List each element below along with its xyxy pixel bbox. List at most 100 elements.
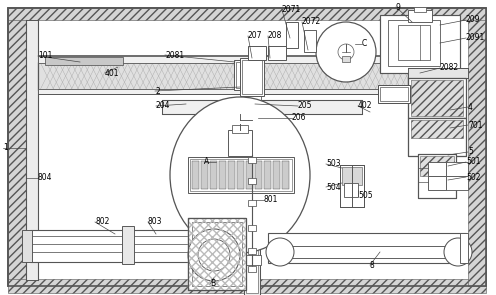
Bar — [388, 20, 440, 66]
Text: 801: 801 — [264, 196, 278, 204]
Bar — [344, 183, 358, 197]
Bar — [428, 176, 446, 190]
Bar — [468, 8, 486, 286]
Bar — [273, 161, 280, 189]
Bar — [244, 95, 260, 295]
Bar — [38, 62, 408, 90]
Bar — [446, 176, 468, 190]
Bar — [248, 157, 256, 163]
Bar — [38, 56, 408, 63]
Bar — [241, 145, 261, 155]
Bar — [342, 167, 362, 185]
Bar — [241, 175, 261, 185]
Text: 2072: 2072 — [302, 17, 321, 27]
Text: 1: 1 — [3, 143, 8, 153]
Bar — [340, 165, 364, 207]
Bar — [8, 8, 486, 20]
Bar — [408, 118, 466, 156]
Circle shape — [198, 239, 230, 271]
Text: 205: 205 — [298, 101, 312, 111]
Bar — [380, 15, 460, 73]
Bar — [38, 89, 408, 94]
Text: 701: 701 — [468, 120, 483, 130]
Bar — [282, 161, 289, 189]
Circle shape — [316, 22, 376, 82]
Text: 402: 402 — [358, 101, 372, 111]
Text: 8: 8 — [370, 260, 375, 270]
Bar — [420, 156, 454, 176]
Text: 501: 501 — [466, 158, 481, 166]
Text: 207: 207 — [248, 32, 262, 40]
Bar — [30, 230, 212, 262]
Text: 504: 504 — [326, 183, 341, 191]
Bar — [408, 78, 466, 118]
Bar — [342, 56, 350, 62]
Text: 4: 4 — [468, 102, 473, 112]
Bar — [188, 218, 246, 290]
Bar — [26, 20, 38, 280]
Bar — [248, 266, 256, 272]
Bar — [188, 157, 294, 193]
Bar — [264, 161, 271, 189]
Text: 2081: 2081 — [165, 50, 184, 60]
Bar — [228, 130, 252, 156]
Text: 802: 802 — [95, 217, 110, 227]
Text: B: B — [210, 279, 215, 289]
Bar — [190, 159, 292, 191]
Bar — [460, 233, 468, 263]
Bar — [8, 8, 26, 286]
Bar — [398, 25, 430, 60]
Bar — [408, 118, 466, 156]
Text: 505: 505 — [358, 191, 372, 201]
Text: 2091: 2091 — [466, 34, 485, 42]
Bar — [38, 62, 408, 90]
Bar — [241, 95, 261, 105]
Bar — [268, 233, 466, 263]
Bar — [286, 22, 298, 48]
Bar — [248, 248, 256, 254]
Bar — [268, 46, 286, 60]
Bar — [241, 225, 261, 235]
Bar — [241, 120, 261, 130]
Text: 502: 502 — [466, 173, 481, 181]
Bar — [234, 60, 260, 90]
Text: 2071: 2071 — [282, 6, 301, 14]
Text: 804: 804 — [38, 173, 53, 183]
Text: 208: 208 — [268, 32, 282, 40]
Bar — [255, 161, 262, 189]
Bar — [241, 200, 261, 210]
Bar — [219, 161, 226, 189]
Text: 401: 401 — [105, 68, 120, 78]
Text: 101: 101 — [38, 52, 53, 60]
Bar — [408, 78, 466, 118]
Ellipse shape — [170, 97, 310, 253]
Text: 206: 206 — [292, 114, 307, 122]
Bar — [240, 58, 264, 96]
Bar — [378, 85, 410, 103]
Bar — [246, 161, 253, 189]
Bar — [411, 120, 463, 138]
Text: 9: 9 — [396, 2, 401, 12]
Bar — [248, 200, 256, 206]
Text: 5: 5 — [468, 148, 473, 157]
Bar — [192, 161, 199, 189]
Bar — [201, 161, 208, 189]
Bar — [22, 230, 32, 262]
Bar — [210, 161, 217, 189]
Circle shape — [266, 238, 294, 266]
Bar — [411, 80, 463, 116]
Text: 503: 503 — [326, 160, 341, 168]
Bar — [340, 165, 364, 207]
Bar — [418, 154, 456, 198]
Bar — [162, 100, 362, 114]
Bar — [192, 222, 242, 286]
Bar — [418, 154, 456, 198]
Bar — [248, 225, 256, 231]
Circle shape — [338, 44, 354, 60]
Bar — [241, 255, 261, 265]
Bar — [428, 162, 446, 176]
Bar — [232, 125, 248, 133]
Bar — [248, 46, 266, 60]
Bar — [188, 218, 246, 290]
Bar — [408, 68, 468, 78]
